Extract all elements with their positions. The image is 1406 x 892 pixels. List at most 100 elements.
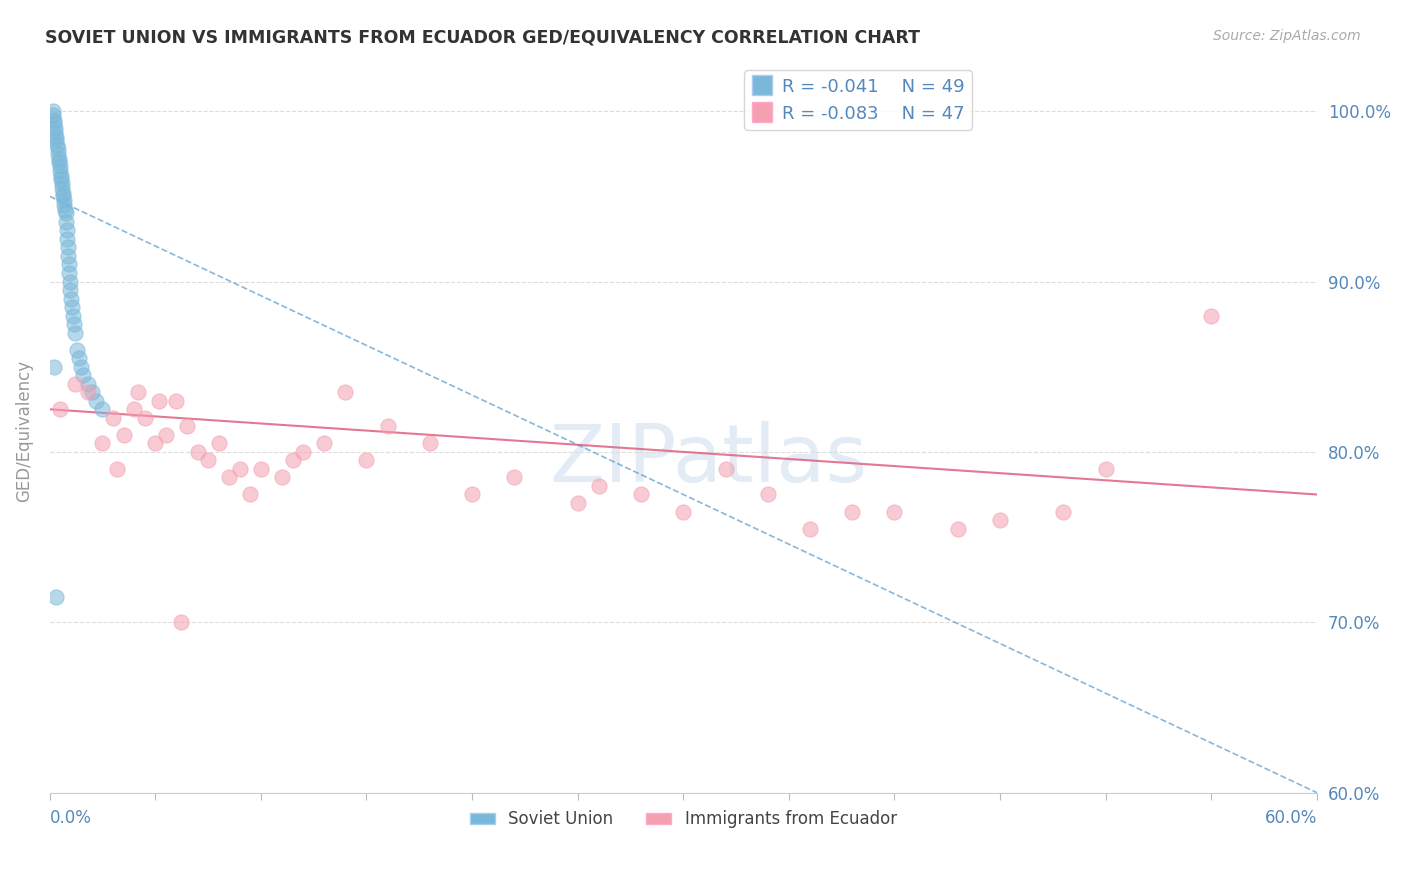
Point bbox=[356, 453, 378, 467]
Point bbox=[45, 129, 67, 144]
Point bbox=[48, 152, 70, 166]
Text: 60.0%: 60.0% bbox=[1264, 809, 1317, 827]
Point bbox=[59, 275, 82, 289]
Point bbox=[49, 402, 72, 417]
Point bbox=[503, 470, 526, 484]
Point bbox=[148, 393, 170, 408]
Point bbox=[46, 138, 69, 153]
Point bbox=[292, 445, 315, 459]
Point bbox=[52, 189, 75, 203]
Point bbox=[63, 376, 86, 391]
Point bbox=[127, 385, 149, 400]
Point bbox=[48, 155, 70, 169]
Point bbox=[56, 240, 79, 254]
Y-axis label: GED/Equivalency: GED/Equivalency bbox=[15, 359, 32, 501]
Point bbox=[1094, 462, 1116, 476]
Point bbox=[76, 385, 98, 400]
Point bbox=[49, 169, 72, 183]
Point bbox=[197, 453, 219, 467]
Point bbox=[155, 427, 177, 442]
Point bbox=[84, 393, 107, 408]
Point bbox=[58, 249, 80, 263]
Point bbox=[588, 479, 610, 493]
Point bbox=[80, 385, 103, 400]
Point bbox=[218, 470, 240, 484]
Point bbox=[53, 198, 76, 212]
Point bbox=[112, 427, 135, 442]
Point bbox=[165, 393, 187, 408]
Point bbox=[672, 504, 695, 518]
Point bbox=[62, 309, 84, 323]
Point bbox=[271, 470, 294, 484]
Point bbox=[51, 181, 73, 195]
Point bbox=[55, 223, 77, 237]
Point bbox=[49, 159, 72, 173]
Point bbox=[122, 402, 145, 417]
Point bbox=[630, 487, 652, 501]
Point bbox=[59, 292, 82, 306]
Point bbox=[946, 522, 969, 536]
Point bbox=[42, 104, 65, 119]
Point bbox=[45, 133, 67, 147]
Point bbox=[176, 419, 198, 434]
Point bbox=[186, 445, 208, 459]
Point bbox=[67, 351, 90, 366]
Point bbox=[461, 487, 484, 501]
Text: ZIPatlas: ZIPatlas bbox=[550, 420, 868, 499]
Point bbox=[105, 462, 128, 476]
Point bbox=[44, 116, 66, 130]
Text: 0.0%: 0.0% bbox=[49, 809, 91, 827]
Point bbox=[66, 343, 89, 357]
Point bbox=[314, 436, 336, 450]
Point bbox=[169, 615, 191, 630]
Point bbox=[60, 300, 83, 314]
Legend: Soviet Union, Immigrants from Ecuador: Soviet Union, Immigrants from Ecuador bbox=[463, 804, 904, 835]
Point bbox=[72, 368, 94, 383]
Point bbox=[250, 462, 273, 476]
Point bbox=[883, 504, 905, 518]
Point bbox=[239, 487, 262, 501]
Point bbox=[56, 232, 79, 246]
Point bbox=[46, 142, 69, 156]
Point bbox=[799, 522, 821, 536]
Point bbox=[101, 410, 124, 425]
Point bbox=[42, 112, 65, 127]
Point bbox=[58, 266, 80, 280]
Point bbox=[988, 513, 1011, 527]
Point bbox=[44, 124, 66, 138]
Point bbox=[58, 257, 80, 271]
Point bbox=[63, 317, 86, 331]
Point bbox=[91, 402, 114, 417]
Point bbox=[714, 462, 737, 476]
Point bbox=[42, 359, 65, 374]
Point bbox=[51, 176, 73, 190]
Point bbox=[42, 107, 65, 121]
Point bbox=[63, 326, 86, 340]
Text: SOVIET UNION VS IMMIGRANTS FROM ECUADOR GED/EQUIVALENCY CORRELATION CHART: SOVIET UNION VS IMMIGRANTS FROM ECUADOR … bbox=[45, 29, 920, 46]
Point bbox=[841, 504, 863, 518]
Point bbox=[53, 193, 76, 207]
Point bbox=[134, 410, 156, 425]
Point bbox=[1052, 504, 1074, 518]
Point bbox=[55, 215, 77, 229]
Point bbox=[756, 487, 779, 501]
Point bbox=[76, 376, 98, 391]
Point bbox=[49, 163, 72, 178]
Point bbox=[1201, 309, 1223, 323]
Point bbox=[44, 121, 66, 136]
Text: Source: ZipAtlas.com: Source: ZipAtlas.com bbox=[1213, 29, 1361, 43]
Point bbox=[51, 172, 73, 186]
Point bbox=[46, 146, 69, 161]
Point bbox=[55, 206, 77, 220]
Point bbox=[207, 436, 229, 450]
Point bbox=[377, 419, 399, 434]
Point bbox=[45, 590, 67, 604]
Point bbox=[229, 462, 252, 476]
Point bbox=[59, 283, 82, 297]
Point bbox=[143, 436, 166, 450]
Point bbox=[52, 186, 75, 200]
Point bbox=[70, 359, 93, 374]
Point bbox=[91, 436, 114, 450]
Point bbox=[567, 496, 589, 510]
Point bbox=[281, 453, 304, 467]
